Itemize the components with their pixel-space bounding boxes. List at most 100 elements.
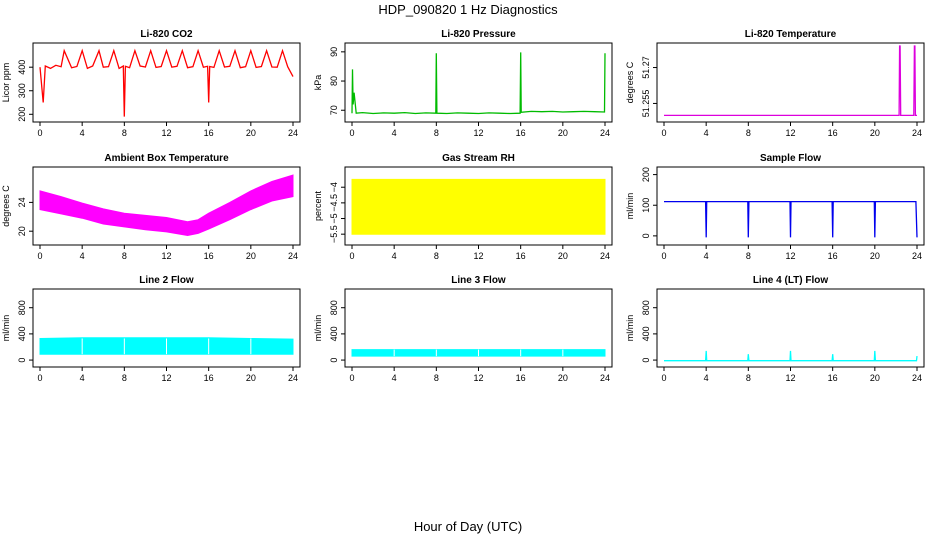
sample_flow-y-tick-label: 200 bbox=[641, 167, 651, 182]
rh-y-tick-label: −4.5 bbox=[329, 194, 339, 212]
line2_flow-x-tick-label: 24 bbox=[288, 373, 298, 383]
line2_flow-x-tick-label: 4 bbox=[80, 373, 85, 383]
licor_temp-y-axis-label: degrees C bbox=[625, 61, 635, 103]
line4_flow-x-tick-label: 12 bbox=[785, 373, 795, 383]
box_temp-x-tick-label: 16 bbox=[204, 251, 214, 261]
co2-x-tick-label: 12 bbox=[161, 128, 171, 138]
rh-x-tick-label: 8 bbox=[434, 251, 439, 261]
co2-y-tick-label: 200 bbox=[17, 107, 27, 122]
line2_flow-y-tick-label: 400 bbox=[17, 326, 27, 341]
line2_flow-y-axis-label: ml/min bbox=[1, 315, 11, 342]
licor_temp-x-tick-label: 16 bbox=[828, 128, 838, 138]
licor_temp-y-tick-label: 51.27 bbox=[641, 56, 651, 79]
line2_flow-x-tick-label: 8 bbox=[122, 373, 127, 383]
line2_flow-y-tick-label: 800 bbox=[17, 300, 27, 315]
co2-x-tick-label: 16 bbox=[204, 128, 214, 138]
sample_flow-x-tick-label: 16 bbox=[828, 251, 838, 261]
line3_flow-x-tick-label: 4 bbox=[392, 373, 397, 383]
line3_flow-y-axis-label: ml/min bbox=[313, 315, 323, 342]
line2_flow-title: Line 2 Flow bbox=[139, 275, 194, 286]
rh-x-tick-label: 0 bbox=[349, 251, 354, 261]
line3_flow-x-tick-label: 8 bbox=[434, 373, 439, 383]
licor_temp-series-line bbox=[664, 45, 917, 117]
box_temp-title: Ambient Box Temperature bbox=[104, 153, 229, 164]
sample_flow-x-tick-label: 4 bbox=[704, 251, 709, 261]
co2-series-line bbox=[39, 48, 294, 117]
box_temp-y-axis-label: degrees C bbox=[1, 185, 11, 227]
box_temp-x-tick-label: 4 bbox=[80, 251, 85, 261]
co2-x-tick-label: 4 bbox=[80, 128, 85, 138]
co2-y-tick-label: 300 bbox=[17, 83, 27, 98]
box_temp-y-tick-label: 24 bbox=[17, 197, 27, 207]
pressure-x-tick-label: 8 bbox=[434, 128, 439, 138]
line4_flow-y-tick-label: 800 bbox=[641, 300, 651, 315]
sample_flow-series-line bbox=[664, 200, 918, 238]
licor_temp-x-tick-label: 12 bbox=[785, 128, 795, 138]
pressure-x-tick-label: 20 bbox=[558, 128, 568, 138]
line3_flow-y-tick-label: 400 bbox=[329, 326, 339, 341]
line4_flow-y-tick-label: 400 bbox=[641, 326, 651, 341]
line4_flow-x-tick-label: 4 bbox=[704, 373, 709, 383]
rh-x-tick-label: 12 bbox=[473, 251, 483, 261]
licor_temp-x-tick-label: 4 bbox=[704, 128, 709, 138]
box_temp-x-tick-label: 0 bbox=[37, 251, 42, 261]
line4_flow-x-tick-label: 16 bbox=[828, 373, 838, 383]
licor_temp-title: Li-820 Temperature bbox=[745, 29, 837, 40]
line3_flow-x-tick-label: 24 bbox=[600, 373, 610, 383]
pressure-series-line bbox=[351, 52, 606, 115]
rh-y-axis-label: percent bbox=[313, 190, 323, 221]
line3_flow-title: Line 3 Flow bbox=[451, 275, 506, 286]
line3_flow-panel: Line 3 Flow ml/min 0 4 8 12 16 20 24 0 400 800 bbox=[313, 275, 613, 383]
line3_flow-x-tick-label: 16 bbox=[516, 373, 526, 383]
line4_flow-y-axis-label: ml/min bbox=[625, 315, 635, 342]
box_temp-x-tick-label: 8 bbox=[122, 251, 127, 261]
box_temp-y-tick-label: 20 bbox=[17, 226, 27, 236]
rh-y-tick-label: −4 bbox=[329, 182, 339, 192]
line4_flow-y-tick-label: 0 bbox=[641, 358, 651, 363]
line4_flow-title: Line 4 (LT) Flow bbox=[753, 275, 829, 286]
sample_flow-y-tick-label: 100 bbox=[641, 198, 651, 213]
sample_flow-y-tick-label: 0 bbox=[641, 233, 651, 238]
line2_flow-plot-frame bbox=[32, 288, 301, 368]
line2_flow-panel: Line 2 Flow ml/min 0 4 8 12 16 20 24 0 400 800 bbox=[1, 275, 301, 383]
line3_flow-x-tick-label: 20 bbox=[558, 373, 568, 383]
pressure-title: Li-820 Pressure bbox=[441, 29, 516, 40]
rh-x-tick-label: 4 bbox=[392, 251, 397, 261]
sample_flow-x-tick-label: 12 bbox=[785, 251, 795, 261]
box_temp-series-band bbox=[39, 174, 294, 237]
line2_flow-x-tick-label: 16 bbox=[204, 373, 214, 383]
co2-plot-frame bbox=[32, 42, 301, 123]
co2-y-tick-label: 400 bbox=[17, 60, 27, 75]
licor_temp-x-tick-label: 24 bbox=[912, 128, 922, 138]
licor_temp-y-tick-label: 51.255 bbox=[641, 90, 651, 118]
co2-x-tick-label: 8 bbox=[122, 128, 127, 138]
sample_flow-panel: Sample Flow ml/min 0 4 8 12 16 20 24 0 100 200 bbox=[625, 153, 925, 261]
line3_flow-x-tick-label: 12 bbox=[473, 373, 483, 383]
sample_flow-y-axis-label: ml/min bbox=[625, 193, 635, 220]
box_temp-x-tick-label: 12 bbox=[161, 251, 171, 261]
rh-title: Gas Stream RH bbox=[442, 153, 515, 164]
figure-x-label: Hour of Day (UTC) bbox=[414, 519, 522, 534]
line2_flow-x-tick-label: 20 bbox=[246, 373, 256, 383]
line4_flow-panel: Line 4 (LT) Flow ml/min 0 4 8 12 16 20 24 0 400 800 bbox=[625, 275, 925, 383]
co2-x-tick-label: 20 bbox=[246, 128, 256, 138]
line4_flow-x-tick-label: 24 bbox=[912, 373, 922, 383]
rh-y-tick-label: −5 bbox=[329, 213, 339, 223]
line2_flow-y-tick-label: 0 bbox=[17, 358, 27, 363]
pressure-x-tick-label: 12 bbox=[473, 128, 483, 138]
box_temp-x-tick-label: 24 bbox=[288, 251, 298, 261]
sample_flow-title: Sample Flow bbox=[760, 153, 821, 164]
licor_temp-x-tick-label: 20 bbox=[870, 128, 880, 138]
line3_flow-y-tick-label: 800 bbox=[329, 300, 339, 315]
licor_temp-x-tick-label: 8 bbox=[746, 128, 751, 138]
figure-title: HDP_090820 1 Hz Diagnostics bbox=[378, 2, 558, 17]
co2-x-tick-label: 0 bbox=[37, 128, 42, 138]
box_temp-x-tick-label: 20 bbox=[246, 251, 256, 261]
pressure-panel: Li-820 Pressure kPa 0 4 8 12 16 20 24 70 80 90 bbox=[313, 29, 613, 138]
licor_temp-panel: Li-820 Temperature degrees C 0 4 8 12 16 20 24 51… bbox=[625, 29, 925, 138]
pressure-y-tick-label: 70 bbox=[329, 105, 339, 115]
co2-x-tick-label: 24 bbox=[288, 128, 298, 138]
pressure-y-axis-label: kPa bbox=[313, 75, 323, 91]
